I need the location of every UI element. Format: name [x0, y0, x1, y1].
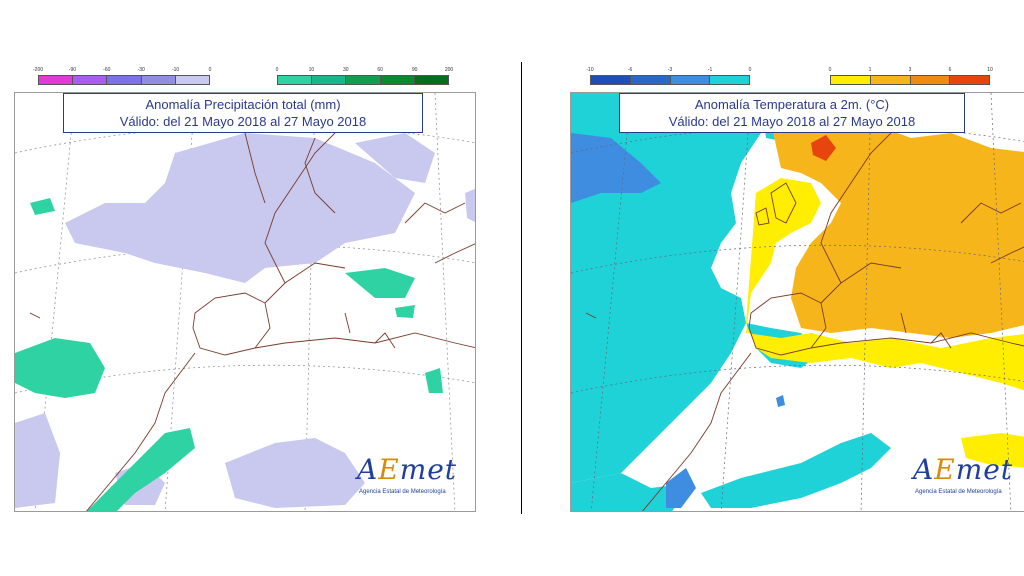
land-borders: [585, 132, 1024, 511]
map-title: Anomalía Precipitación total (mm) Válido…: [63, 93, 423, 133]
temperature-anomaly-panel: -10 -6 -3 -1 0 0 1 3 6 10: [566, 60, 1024, 516]
precipitation-map-graphic: [15, 93, 475, 511]
precipitation-map: Anomalía Precipitación total (mm) Válido…: [14, 92, 476, 512]
legend-swatch: [670, 76, 711, 84]
positive-anomaly-areas: [771, 118, 1024, 338]
aemet-logo-wordmark: AEmet: [357, 453, 457, 486]
negative-anomaly-areas: [15, 133, 475, 508]
legend-swatch: [346, 76, 381, 84]
precipitation-anomaly-panel: -200 -90 -60 -30 -10 0 0 10 30 60 90 200: [10, 60, 480, 516]
legend-tick: -3: [667, 67, 673, 73]
positive-anomaly-areas: [15, 198, 443, 511]
legend-tick: 10: [987, 67, 993, 73]
legend-tick: 0: [208, 67, 212, 73]
logo-letter-e: E: [934, 453, 956, 486]
legend-tick: 6: [948, 67, 952, 73]
high-positive-anomaly-areas: [811, 135, 836, 161]
legend-tick: -60: [103, 67, 111, 73]
aemet-logo-wordmark: AEmet: [913, 453, 1013, 486]
legend-swatch: [414, 76, 449, 84]
temperature-map-graphic: [571, 93, 1024, 511]
legend-tick: 200: [444, 67, 454, 73]
legend-swatch: [950, 76, 989, 84]
temp-negative-legend: -10 -6 -3 -1 0: [586, 67, 752, 85]
panel-divider: [521, 62, 522, 514]
land-borders: [29, 97, 475, 511]
legend-tick: -10: [586, 67, 594, 73]
legend-tick: 3: [908, 67, 912, 73]
legend-swatch: [73, 76, 108, 84]
logo-letter-e: E: [378, 453, 400, 486]
aemet-logo-subtitle: Agencia Estatal de Meteorología: [915, 489, 1002, 495]
legend-tick: -200: [32, 67, 44, 73]
legend-tick: 0: [828, 67, 832, 73]
map-title: Anomalía Temperatura a 2m. (°C) Válido: …: [619, 93, 965, 133]
map-validity-dates: Válido: del 21 Mayo 2018 al 27 Mayo 2018: [668, 114, 916, 129]
legend-color-bar: [830, 75, 990, 85]
aemet-logo: AEmet Agencia Estatal de Meteorología: [357, 453, 467, 505]
aemet-logo: AEmet Agencia Estatal de Meteorología: [913, 453, 1023, 505]
logo-letter-a: A: [913, 453, 935, 486]
map-title-line1: Anomalía Precipitación total (mm): [145, 97, 341, 112]
legend-swatch: [870, 76, 911, 84]
legend-swatch: [39, 76, 74, 84]
legend-swatch: [141, 76, 176, 84]
legend-ticks: 0 1 3 6 10: [828, 67, 993, 73]
precip-positive-legend: 0 10 30 60 90 200: [275, 67, 454, 85]
legend-tick: -30: [137, 67, 145, 73]
legend-swatch: [380, 76, 415, 84]
legend-swatch: [591, 76, 631, 84]
legend-tick: 30: [343, 67, 349, 73]
legend-tick: 0: [275, 67, 279, 73]
legend-tick: 0: [748, 67, 752, 73]
legend-tick: -90: [68, 67, 77, 73]
legend-tick: 10: [308, 67, 315, 73]
legend-ticks: 0 10 30 60 90 200: [275, 67, 454, 73]
deep-negative-anomaly-areas: [571, 133, 785, 508]
logo-letters-met: met: [399, 453, 458, 486]
legend-swatch: [175, 76, 210, 84]
map-title-line1: Anomalía Temperatura a 2m. (°C): [694, 97, 890, 112]
legend-ticks: -200 -90 -60 -30 -10 0: [33, 67, 212, 73]
legend-tick: -1: [707, 67, 713, 73]
temperature-map: Anomalía Temperatura a 2m. (°C) Válido: …: [570, 92, 1024, 512]
legend-swatch: [630, 76, 671, 84]
legend-tick: 1: [868, 67, 872, 73]
legend-swatch: [107, 76, 142, 84]
legend-tick: -10: [171, 67, 180, 73]
map-validity-dates: Válido: del 21 Mayo 2018 al 27 Mayo 2018: [119, 114, 367, 129]
legend-color-bar: [277, 75, 449, 85]
temp-positive-legend: 0 1 3 6 10: [828, 67, 993, 85]
legend-ticks: -10 -6 -3 -1 0: [586, 67, 752, 73]
legend-color-bar: [38, 75, 210, 85]
logo-letters-met: met: [955, 453, 1014, 486]
legend-color-bar: [590, 75, 750, 85]
legend-tick: -6: [627, 67, 633, 73]
legend-swatch: [278, 76, 313, 84]
aemet-logo-subtitle: Agencia Estatal de Meteorología: [359, 489, 446, 495]
legend-swatch: [910, 76, 951, 84]
precip-negative-legend: -200 -90 -60 -30 -10 0: [33, 67, 212, 85]
legend-swatch: [312, 76, 347, 84]
logo-letter-a: A: [357, 453, 379, 486]
map-grid: [571, 93, 1024, 511]
legend-tick: 90: [411, 67, 418, 73]
legend-swatch: [710, 76, 749, 84]
legend-swatch: [831, 76, 871, 84]
legend-tick: 60: [377, 67, 383, 73]
